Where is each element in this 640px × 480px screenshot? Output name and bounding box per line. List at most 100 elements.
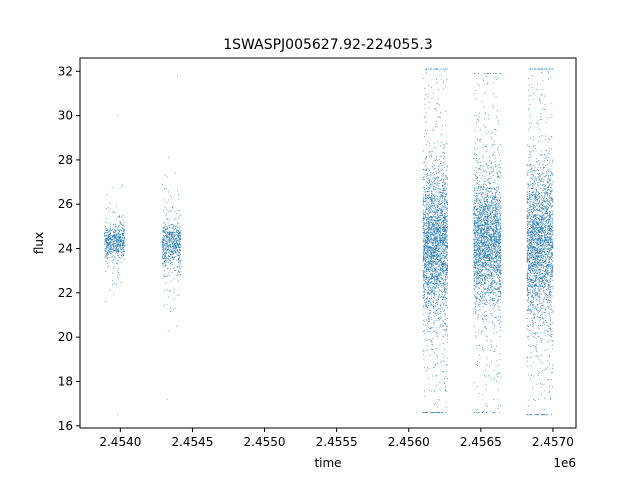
data-point [439, 224, 441, 226]
data-point [179, 239, 181, 241]
data-point [166, 240, 168, 242]
data-point [422, 350, 424, 352]
data-point [177, 244, 178, 245]
data-point [441, 286, 443, 288]
data-point [446, 365, 448, 366]
data-point [443, 145, 445, 147]
data-point [497, 317, 499, 319]
data-point [476, 255, 478, 256]
data-point [179, 215, 181, 216]
data-point [488, 292, 490, 294]
data-point [105, 239, 107, 241]
data-point [430, 261, 432, 263]
data-point [424, 117, 426, 119]
data-point [491, 192, 493, 194]
data-point [427, 93, 429, 95]
data-point [500, 405, 501, 407]
data-point [485, 275, 486, 277]
data-point [430, 198, 432, 200]
data-point [438, 247, 440, 249]
data-point [430, 186, 432, 188]
data-point [439, 267, 441, 269]
data-point [436, 279, 438, 281]
data-point [445, 272, 446, 274]
data-point [496, 273, 498, 275]
data-point [473, 188, 475, 190]
data-point [433, 302, 434, 303]
data-point [434, 270, 436, 272]
data-point [431, 201, 433, 203]
data-point [434, 269, 435, 271]
data-point [445, 237, 447, 239]
data-point [108, 231, 110, 232]
data-point [107, 262, 109, 264]
data-point [170, 254, 171, 255]
data-point [425, 215, 426, 217]
data-point [482, 101, 484, 103]
data-point [490, 215, 492, 217]
data-point [426, 261, 428, 263]
data-point [115, 230, 117, 232]
data-point [484, 325, 486, 327]
data-point [113, 282, 115, 284]
data-point [447, 335, 449, 337]
data-point [487, 209, 489, 211]
data-point [433, 224, 435, 226]
data-point [425, 242, 427, 244]
data-point [427, 306, 428, 308]
data-point [433, 188, 435, 190]
data-point [441, 214, 443, 216]
data-point [487, 213, 489, 215]
data-point [493, 236, 495, 238]
data-point [436, 182, 438, 184]
data-point [443, 282, 445, 284]
data-point [437, 230, 438, 231]
data-point [122, 236, 124, 238]
data-point [446, 305, 448, 306]
data-point [437, 238, 438, 240]
data-point [436, 224, 438, 225]
data-point [435, 239, 437, 241]
data-point [435, 412, 436, 413]
data-point [121, 184, 123, 186]
data-point [443, 222, 444, 223]
data-point [439, 295, 441, 297]
data-point [113, 247, 115, 249]
data-point [432, 224, 434, 226]
data-point [443, 289, 445, 290]
data-point [500, 225, 501, 226]
data-point [442, 240, 444, 242]
data-point [431, 273, 432, 274]
data-point [482, 348, 484, 350]
data-point [442, 353, 444, 355]
data-point [431, 282, 433, 284]
data-point [442, 250, 443, 252]
data-point [439, 237, 440, 239]
data-point [438, 412, 440, 413]
data-point [486, 245, 487, 247]
data-point [106, 232, 108, 234]
data-point [443, 253, 445, 254]
data-point [443, 189, 445, 191]
data-point [104, 231, 106, 233]
data-point [485, 269, 487, 271]
data-point [486, 228, 488, 230]
data-point [108, 247, 110, 249]
data-point [123, 232, 125, 234]
data-point [492, 143, 494, 145]
data-point [108, 239, 110, 241]
data-point [483, 242, 485, 244]
data-point [177, 249, 179, 251]
data-point [124, 246, 125, 248]
data-point [436, 247, 438, 249]
data-point [438, 255, 440, 257]
data-point [429, 312, 431, 314]
data-point [440, 204, 442, 205]
data-point [424, 229, 426, 231]
data-point [428, 228, 430, 230]
data-point [499, 231, 500, 233]
data-point [442, 173, 444, 175]
data-point [170, 210, 172, 212]
data-point [115, 219, 117, 221]
data-point [438, 261, 440, 262]
